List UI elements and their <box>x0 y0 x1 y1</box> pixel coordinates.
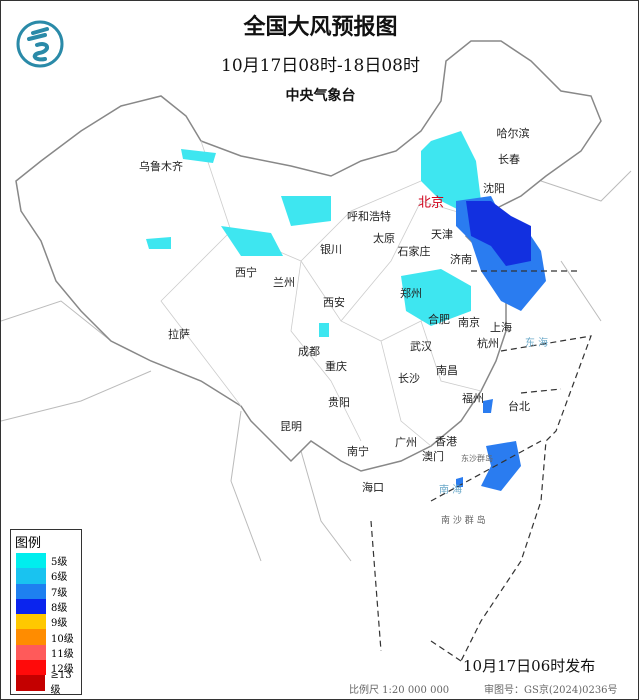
wind-area-5 <box>421 131 481 216</box>
neighbor-borders <box>1 170 632 562</box>
legend-item: 6级 <box>11 568 81 584</box>
wind-area-5 <box>146 237 171 249</box>
wind-area-5 <box>319 323 329 337</box>
city-nanjing: 南京 <box>458 316 480 329</box>
wind-area-5 <box>281 196 331 226</box>
legend-label: 11级 <box>51 648 74 660</box>
city-chengdu: 成都 <box>298 345 320 358</box>
island-label-nansha: 南 沙 群 岛 <box>441 516 486 526</box>
city-haikou: 海口 <box>362 481 384 494</box>
city-tianjin: 天津 <box>431 228 453 241</box>
city-lanzhou: 兰州 <box>273 276 295 289</box>
city-fuzhou: 福州 <box>462 392 484 405</box>
city-chongqing: 重庆 <box>325 360 347 373</box>
map-title: 全国大风预报图 <box>243 14 398 40</box>
city-taipei: 台北 <box>508 400 530 413</box>
legend-item: 11级 <box>11 644 81 661</box>
wind-area-5 <box>181 149 216 163</box>
legend-item: ≥13级 <box>11 670 81 696</box>
city-beijing: 北京 <box>417 195 445 211</box>
legend-swatch <box>16 660 46 676</box>
province-borders <box>160 140 482 447</box>
legend-label: 12级 <box>51 664 74 676</box>
issued-time: 10月17日06时发布 <box>463 657 596 675</box>
city-zhengzhou: 郑州 <box>400 287 422 300</box>
legend-item: 9级 <box>11 614 81 630</box>
wind-area-7 <box>481 441 521 491</box>
wind-area-8 <box>466 201 531 266</box>
legend-label: 6级 <box>51 572 68 584</box>
city-nanning: 南宁 <box>347 445 369 458</box>
sea-label-east: 东 海 <box>525 338 549 349</box>
legend-swatch <box>16 553 46 569</box>
city-shenyang: 沈阳 <box>483 182 505 195</box>
city-nanchang: 南昌 <box>436 364 458 377</box>
city-hangzhou: 杭州 <box>477 337 499 350</box>
legend-label: 5级 <box>51 557 68 569</box>
map-approval-number: 审图号：GS京(2024)0236号 <box>484 685 618 696</box>
wind-area-5 <box>221 226 283 256</box>
city-xian: 西安 <box>323 296 345 309</box>
city-shijiazhuang: 石家庄 <box>397 245 431 258</box>
legend-item: 5级 <box>11 553 81 569</box>
cma-logo-icon <box>16 20 64 68</box>
forecast-period: 10月17日08时-18日08时 <box>221 56 420 76</box>
city-guiyang: 贵阳 <box>328 396 350 409</box>
city-shanghai: 上海 <box>490 321 512 334</box>
city-kunming: 昆明 <box>280 420 302 433</box>
legend-label: 8级 <box>51 603 68 615</box>
city-taiyuan: 太原 <box>373 232 395 245</box>
legend-item: 7级 <box>11 583 81 599</box>
wind-areas <box>146 131 546 491</box>
legend-swatch <box>16 644 46 661</box>
island-label-dongsha: 东沙群岛 <box>461 454 493 463</box>
legend-swatch <box>16 568 46 584</box>
city-harbin: 哈尔滨 <box>496 127 530 140</box>
legend-swatch <box>16 675 46 691</box>
city-jinan: 济南 <box>450 253 472 266</box>
legend-item: 10级 <box>11 629 81 645</box>
wind-area-5 <box>401 269 471 326</box>
map-scale: 比例尺 1:20 000 000 <box>349 685 450 696</box>
legend-swatch <box>16 629 46 645</box>
legend-label: ≥13级 <box>50 670 72 697</box>
wind-area-7 <box>483 399 493 413</box>
sea-label-south: 南 海 <box>439 485 463 496</box>
city-changsha: 长沙 <box>398 372 420 385</box>
city-hefei: 合肥 <box>428 313 450 326</box>
legend-swatch <box>16 614 46 630</box>
city-wuhan: 武汉 <box>410 340 432 353</box>
city-hohhot: 呼和浩特 <box>347 210 391 223</box>
city-urumqi: 乌鲁木齐 <box>139 160 183 173</box>
legend: 图例 5级 6级 7级 8级 9级 10级 11级 12级 ≥13级 <box>10 529 82 696</box>
legend-swatch <box>16 598 46 615</box>
city-yinchuan: 银川 <box>320 243 342 256</box>
legend-label: 9级 <box>51 618 68 630</box>
city-lhasa: 拉萨 <box>168 328 190 341</box>
legend-label: 10级 <box>51 633 74 645</box>
legend-item: 12级 <box>11 660 81 676</box>
city-guangzhou: 广州 <box>395 436 417 449</box>
city-hongkong: 香港 <box>435 435 457 448</box>
sea-boundary-lines <box>370 270 592 662</box>
city-xining: 西宁 <box>235 266 257 279</box>
city-macau: 澳门 <box>422 450 444 463</box>
legend-item: 8级 <box>11 598 81 615</box>
legend-label: 7级 <box>51 587 68 599</box>
agency-name: 中央气象台 <box>285 88 356 104</box>
legend-title: 图例 <box>15 536 42 551</box>
legend-swatch <box>16 583 46 599</box>
city-changchun: 长春 <box>498 153 520 166</box>
